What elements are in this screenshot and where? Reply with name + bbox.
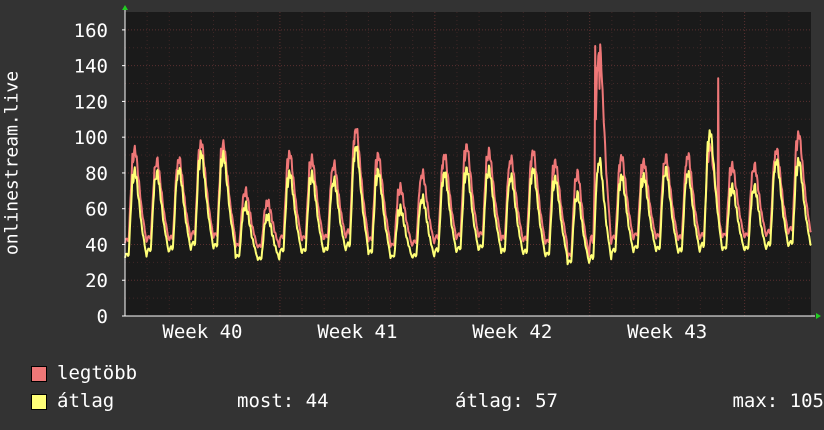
y-tick-label: 20 (85, 270, 108, 292)
stat-average: átlag: 57 (455, 390, 558, 412)
y-tick-label: 60 (85, 199, 108, 221)
x-tick-label: Week 42 (472, 321, 552, 343)
stat-maximum: max: 105 (732, 390, 824, 412)
legend-label-avg: átlag (57, 390, 115, 412)
series-max (124, 43, 812, 260)
x-axis-arrow (816, 313, 821, 319)
y-tick-label: 0 (97, 306, 108, 328)
y-axis-label-text: onlinestream.live (1, 70, 23, 256)
x-tick-label: Week 43 (627, 321, 707, 343)
plot-background (125, 12, 811, 316)
legend-swatch-max (31, 366, 47, 382)
legend-item-avg: átlag most: 44 átlag: 57 max: 105 (31, 390, 824, 412)
axes (122, 5, 821, 319)
series-avg (124, 129, 812, 266)
legend-item-max: legtöbb (31, 362, 791, 384)
y-axis-arrow (122, 5, 128, 10)
y-tick-label: 140 (74, 56, 108, 78)
y-tick-label: 120 (74, 91, 108, 113)
y-tick-label: 160 (74, 20, 108, 42)
legend-label-max: legtöbb (57, 362, 138, 384)
y-axis-label: onlinestream.live (0, 8, 24, 318)
stat-current: most: 44 (237, 390, 329, 412)
legend-swatch-avg (31, 394, 47, 410)
x-tick-label: Week 41 (317, 321, 397, 343)
y-tick-label: 80 (85, 163, 108, 185)
y-tick-label: 40 (85, 234, 108, 256)
x-tick-label: Week 40 (162, 321, 242, 343)
y-tick-labels: 0 20 40 60 80 100 120 140 160 (74, 20, 125, 328)
y-tick-label: 100 (74, 127, 108, 149)
series-line-max (124, 43, 812, 260)
series-line-avg (124, 129, 812, 266)
x-tick-labels: Week 40 Week 41 Week 42 Week 43 (162, 321, 707, 343)
